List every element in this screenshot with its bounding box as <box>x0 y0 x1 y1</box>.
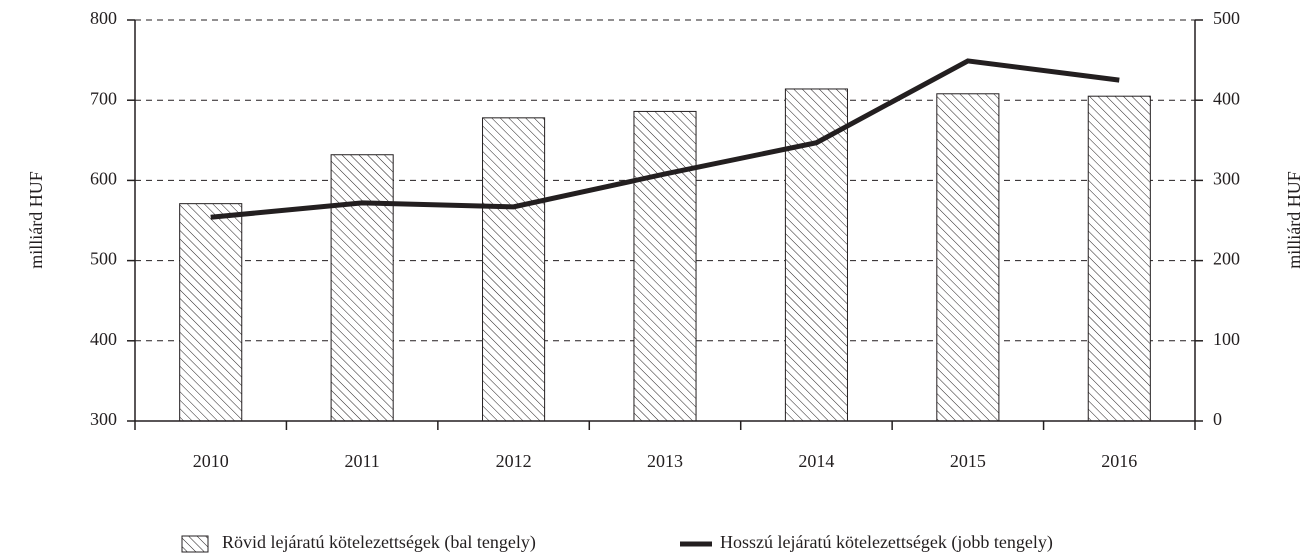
y-tick-label: 300 <box>90 409 117 429</box>
bar <box>330 154 394 422</box>
line <box>210 58 1120 220</box>
bar <box>633 110 697 422</box>
y-tick-label: 800 <box>90 8 117 28</box>
y-axis-label: milliárd HUF <box>26 171 46 269</box>
y-tick-label: 400 <box>90 329 117 349</box>
bar <box>936 93 1000 422</box>
y-tick-label: 600 <box>90 169 117 189</box>
bar <box>784 88 848 422</box>
y2-tick-label: 100 <box>1213 329 1240 349</box>
legend-label: Hosszú lejáratú kötelezettségek (jobb te… <box>720 532 1053 553</box>
x-tick-label: 2014 <box>798 451 834 471</box>
x-tick-label: 2015 <box>950 451 986 471</box>
legend-label: Rövid lejáratú kötelezettségek (bal teng… <box>222 532 536 553</box>
bar <box>482 117 546 422</box>
y2-tick-label: 300 <box>1213 169 1240 189</box>
y2-axis-label: milliárd HUF <box>1284 171 1304 269</box>
legend-swatch <box>181 535 209 553</box>
y-tick-label: 500 <box>90 249 117 269</box>
x-tick-label: 2013 <box>647 451 683 471</box>
x-tick-label: 2011 <box>344 451 379 471</box>
y2-tick-label: 500 <box>1213 8 1240 28</box>
y2-tick-label: 200 <box>1213 249 1240 269</box>
y2-tick-label: 0 <box>1213 409 1222 429</box>
x-tick-label: 2012 <box>496 451 532 471</box>
y-tick-label: 700 <box>90 88 117 108</box>
bar <box>179 203 243 422</box>
x-tick-label: 2016 <box>1101 451 1137 471</box>
x-tick-label: 2010 <box>193 451 229 471</box>
bar <box>1087 95 1151 422</box>
y2-tick-label: 400 <box>1213 88 1240 108</box>
